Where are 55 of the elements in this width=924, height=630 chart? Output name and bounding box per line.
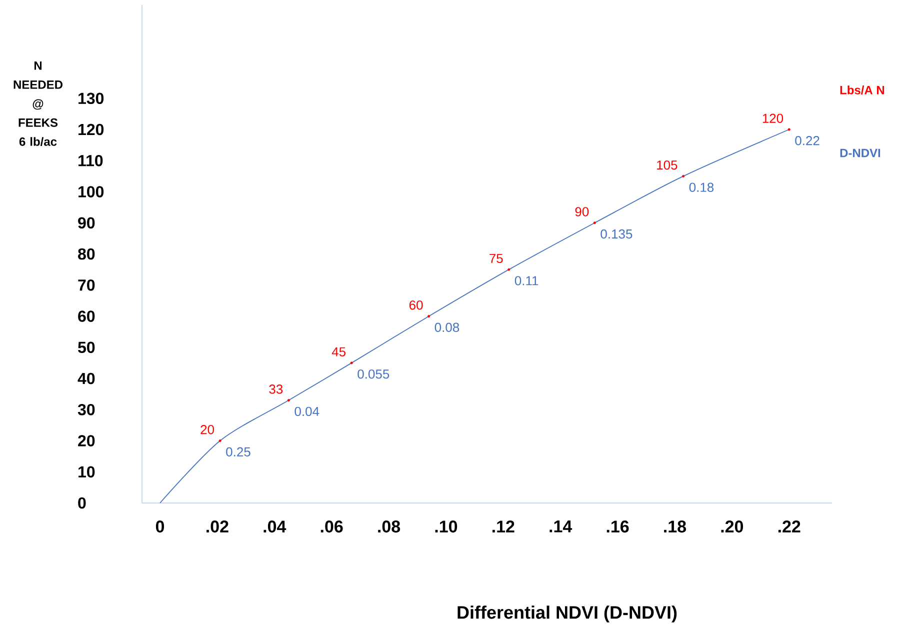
point	[788, 128, 790, 131]
annotation: 0.22	[795, 136, 820, 146]
x-tick-label: .10	[435, 520, 458, 533]
annotation: 0.135	[600, 229, 632, 239]
y-tick-label: 30	[78, 404, 95, 416]
y-tick-label: 50	[78, 342, 95, 354]
y-tick-label: 0	[78, 497, 86, 509]
y-tick-label: 110	[78, 154, 103, 166]
point	[593, 222, 596, 224]
data-label: 105	[657, 160, 678, 170]
y-tick-label: 40	[78, 372, 95, 384]
x-tick-label: .14	[550, 520, 572, 532]
data-label: 60	[409, 300, 423, 310]
y-tick-label: 130	[78, 92, 104, 104]
annotation: 0.25	[226, 447, 250, 456]
data-label: 20	[200, 425, 214, 434]
x-tick-label: .02	[206, 520, 228, 533]
annotation: 0.08	[434, 322, 460, 332]
x-tick-label: .16	[606, 520, 629, 533]
data-label: 75	[490, 254, 503, 264]
data-label: 33	[269, 384, 283, 394]
x-axis-title: Differential NDVI (D-NDVI)	[458, 606, 677, 622]
x-tick-label: .04	[264, 520, 286, 533]
line-series	[160, 129, 790, 504]
point	[350, 362, 353, 364]
annotation: 0.11	[514, 276, 538, 286]
point	[218, 439, 222, 442]
y-tick-label: 120	[78, 124, 104, 136]
y-tick-label: 100	[78, 186, 104, 198]
annotation: 0.18	[689, 182, 714, 192]
data-label: 90	[575, 207, 589, 216]
x-tick-label: .08	[378, 520, 400, 533]
annotation: 0.04	[294, 406, 320, 416]
x-tick-label: .22	[778, 520, 800, 532]
point	[508, 268, 510, 271]
y-tick-label: 90	[78, 217, 95, 229]
text: Lbs/A N	[840, 86, 884, 94]
point	[287, 398, 290, 402]
text: D-NDVI	[840, 148, 880, 158]
x-tick-label: .18	[664, 520, 686, 533]
x-tick-label: 0	[156, 520, 164, 533]
y-axis-title: N NEEDED @ FEEKS 6 lb/ac	[14, 62, 62, 146]
x-tick-label: .12	[492, 520, 514, 532]
point	[428, 314, 430, 318]
y-tick-label: 10	[78, 466, 95, 478]
y-tick-label: 80	[78, 248, 95, 260]
y-tick-label: 20	[78, 435, 95, 446]
data-label: 120	[762, 114, 784, 123]
data-label: 45	[332, 347, 346, 356]
x-tick-label: .20	[721, 520, 744, 533]
annotation: 0.055	[358, 369, 390, 379]
point	[682, 174, 685, 178]
y-tick-label: 70	[78, 279, 95, 291]
x-tick-label: .06	[320, 520, 343, 533]
y-tick-label: 60	[78, 310, 95, 322]
